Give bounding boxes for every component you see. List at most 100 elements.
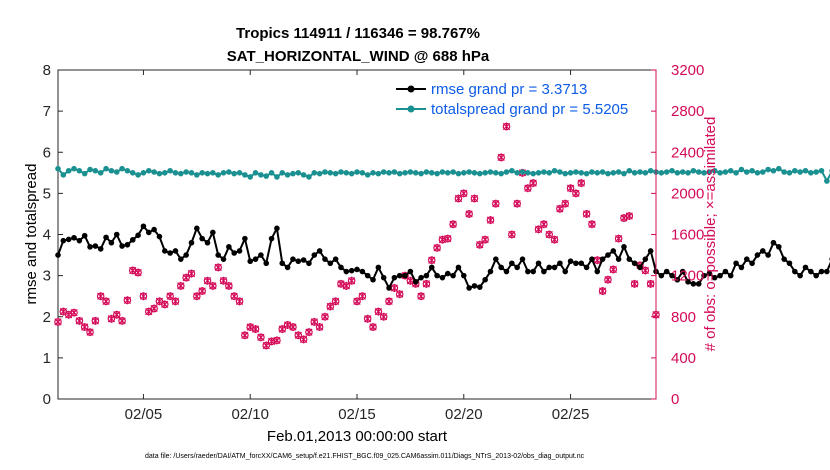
totalspread-point <box>220 170 227 176</box>
y-tick-right-label: 400 <box>671 350 696 367</box>
rmse-point <box>674 276 681 283</box>
totalspread-point <box>487 169 494 175</box>
y-axis-label-right: # of obs: o=possible; ×=assimilated <box>702 117 719 352</box>
totalspread-point <box>103 165 109 172</box>
totalspread-point <box>156 170 163 177</box>
rmse-point <box>754 252 761 258</box>
obs-assimilated-point <box>647 279 655 288</box>
rmse-point <box>759 248 766 254</box>
rmse-point <box>87 244 93 250</box>
rmse-point <box>81 232 88 239</box>
rmse-point <box>706 270 713 277</box>
obs-assimilated-point <box>380 312 388 321</box>
rmse-point <box>450 272 456 279</box>
totalspread-point <box>727 167 734 174</box>
totalspread-point <box>808 170 814 176</box>
obs-assimilated-point <box>572 189 580 198</box>
totalspread-point <box>210 170 216 176</box>
obs-assimilated-point <box>588 220 596 229</box>
totalspread-point <box>247 174 254 180</box>
rmse-point <box>284 264 291 271</box>
rmse-point <box>71 234 77 241</box>
totalspread-point <box>594 170 601 176</box>
rmse-point <box>279 260 286 267</box>
rmse-point <box>172 248 179 254</box>
totalspread-point <box>236 170 243 176</box>
obs-assimilated-point <box>444 234 452 243</box>
obs-assimilated-point <box>70 308 78 317</box>
rmse-point <box>220 256 227 262</box>
obs-assimilated-point <box>385 297 393 306</box>
rmse-point <box>813 272 819 279</box>
totalspread-point <box>621 170 627 177</box>
rmse-point <box>498 264 504 271</box>
rmse-point <box>743 256 750 262</box>
totalspread-point <box>509 167 515 174</box>
totalspread-point <box>71 165 77 172</box>
totalspread-point <box>311 170 318 176</box>
obs-assimilated-point <box>102 297 110 306</box>
obs-assimilated-point <box>161 300 169 309</box>
totalspread-point <box>482 170 488 176</box>
totalspread-point <box>578 170 585 176</box>
obs-assimilated-point <box>497 153 505 162</box>
rmse-point <box>717 272 723 279</box>
totalspread-point <box>178 170 184 177</box>
y-tick-right-label: 3200 <box>671 62 704 79</box>
rmse-point <box>444 270 451 277</box>
obs-assimilated-point <box>209 281 217 290</box>
rmse-point <box>434 272 440 279</box>
obs-assimilated-point <box>241 331 249 340</box>
totalspread-point <box>215 172 221 178</box>
rmse-point <box>258 252 264 258</box>
legend-rmse-marker <box>407 85 415 93</box>
totalspread-point <box>322 169 328 175</box>
totalspread-point <box>439 169 446 175</box>
obs-assimilated-point <box>113 310 121 319</box>
rmse-point <box>669 272 675 279</box>
rmse-point <box>455 264 462 271</box>
rmse-point <box>546 264 553 271</box>
obs-assimilated-point <box>460 189 468 198</box>
rmse-point <box>679 268 686 275</box>
y-tick-left-label: 7 <box>43 103 51 120</box>
rmse-point <box>525 268 531 275</box>
obs-assimilated-point <box>428 256 436 265</box>
obs-assimilated-point <box>118 316 126 325</box>
chart-title-line2: SAT_HORIZONTAL_WIND @ 688 hPa <box>227 48 490 65</box>
rmse-point <box>92 243 99 249</box>
obs-assimilated-point <box>641 266 649 275</box>
ticks-layer: 0 1 2 3 4 5 6 7 8 0 400 800 1200 1600 2000 2400 2800 3200… <box>43 62 705 423</box>
rmse-point <box>97 246 104 252</box>
rmse-point <box>327 260 334 267</box>
totalspread-point <box>824 178 830 184</box>
totalspread-point <box>226 169 232 175</box>
y-tick-right-label: 1200 <box>671 268 704 285</box>
rmse-point <box>808 268 814 275</box>
rmse-point <box>274 225 280 232</box>
rmse-point <box>423 272 430 279</box>
rmse-point <box>183 252 189 258</box>
rmse-point <box>119 243 125 249</box>
rmse-point <box>311 252 318 258</box>
totalspread-point <box>647 167 654 174</box>
totalspread-point <box>274 174 280 180</box>
y-tick-left-label: 0 <box>43 391 51 408</box>
obs-assimilated-point <box>214 263 222 272</box>
rmse-point <box>541 268 547 275</box>
totalspread-point <box>135 172 141 178</box>
totalspread-point <box>743 169 750 175</box>
obs-assimilated-point <box>177 281 185 290</box>
obs-assimilated-point <box>449 220 457 229</box>
obs-assimilated-point <box>406 276 415 285</box>
obs-assimilated-point <box>225 281 233 290</box>
y-tick-left-label: 8 <box>43 62 51 79</box>
obs-assimilated-point <box>593 256 601 265</box>
totalspread-point <box>674 170 681 176</box>
obs-assimilated-point <box>433 243 441 252</box>
rmse-point <box>396 272 403 279</box>
y-axis-label-left: rmse and totalspread <box>23 164 40 305</box>
obs-assimilated-point <box>620 214 628 223</box>
totalspread-point <box>663 169 670 175</box>
rmse-point <box>332 256 339 262</box>
